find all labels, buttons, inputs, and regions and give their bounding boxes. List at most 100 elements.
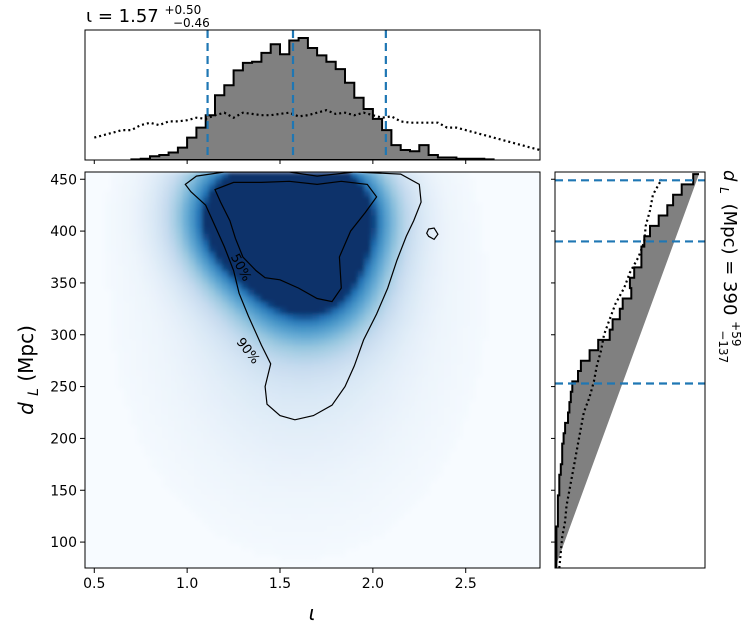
heatmap-cell bbox=[260, 363, 268, 371]
heatmap-cell bbox=[280, 543, 288, 551]
heatmap-cell bbox=[319, 537, 327, 544]
heatmap-cell bbox=[390, 209, 398, 216]
heatmap-cell bbox=[351, 499, 359, 507]
heatmap-cell bbox=[403, 326, 411, 334]
heatmap-cell bbox=[299, 271, 307, 278]
heatmap-cell bbox=[325, 481, 333, 489]
heatmap-cell bbox=[449, 351, 457, 359]
heatmap-cell bbox=[455, 326, 463, 334]
heatmap-cell bbox=[449, 246, 457, 254]
distance-hist-bars bbox=[555, 173, 699, 568]
heatmap-cell bbox=[228, 209, 236, 216]
heatmap-cell bbox=[390, 246, 398, 254]
heatmap-cell bbox=[267, 425, 275, 433]
heatmap-cell bbox=[195, 258, 203, 266]
heatmap-cell bbox=[137, 258, 145, 266]
heatmap-cell bbox=[273, 456, 281, 464]
heatmap-cell bbox=[293, 221, 301, 229]
heatmap-cell bbox=[449, 301, 457, 309]
heatmap-cell bbox=[130, 258, 138, 266]
heatmap-cell bbox=[351, 326, 359, 334]
heatmap-cell bbox=[182, 376, 190, 383]
heatmap-cell bbox=[124, 252, 132, 260]
heatmap-cell bbox=[423, 320, 431, 328]
heatmap-cell bbox=[332, 301, 340, 309]
heatmap-cell bbox=[111, 209, 119, 216]
heatmap-cell bbox=[267, 326, 275, 334]
iota-title-upper: +0.50 bbox=[164, 3, 201, 17]
heatmap-cell bbox=[228, 246, 236, 254]
heatmap-cell bbox=[221, 202, 229, 210]
heatmap-cell bbox=[371, 518, 379, 526]
heatmap-cell bbox=[325, 388, 333, 396]
heatmap-cell bbox=[176, 283, 184, 291]
heatmap-cell bbox=[241, 493, 249, 501]
heatmap-cell bbox=[208, 184, 216, 192]
heatmap-cell bbox=[436, 283, 444, 291]
heatmap-cell bbox=[364, 172, 372, 179]
heatmap-cell bbox=[273, 271, 281, 278]
heatmap-cell bbox=[202, 252, 210, 260]
heatmap-cell bbox=[241, 407, 249, 414]
heatmap-cell bbox=[254, 264, 262, 272]
heatmap-cell bbox=[150, 308, 158, 315]
heatmap-cell bbox=[267, 172, 275, 179]
heatmap-cell bbox=[345, 190, 353, 198]
heatmap-cell bbox=[169, 487, 177, 495]
heatmap-cell bbox=[176, 394, 184, 402]
heatmap-cell bbox=[228, 512, 236, 520]
heatmap-cell bbox=[254, 400, 262, 408]
heatmap-cell bbox=[481, 258, 489, 266]
heatmap-cell bbox=[358, 184, 366, 192]
heatmap-cell bbox=[462, 407, 470, 414]
heatmap-cell bbox=[312, 363, 320, 371]
heatmap-cell bbox=[208, 332, 216, 340]
heatmap-cell bbox=[150, 289, 158, 297]
heatmap-cell bbox=[234, 537, 242, 544]
heatmap-cell bbox=[332, 271, 340, 278]
heatmap-cell bbox=[436, 351, 444, 359]
heatmap-cell bbox=[397, 264, 405, 272]
heatmap-cell bbox=[169, 258, 177, 266]
distance-prior-curve bbox=[558, 178, 663, 568]
heatmap-cell bbox=[124, 246, 132, 254]
heatmap-cell bbox=[423, 370, 431, 377]
heatmap-cell bbox=[150, 326, 158, 334]
heatmap-cell bbox=[377, 326, 385, 334]
heatmap-cell bbox=[176, 258, 184, 266]
heatmap-cell bbox=[358, 320, 366, 328]
heatmap-cell bbox=[202, 518, 210, 526]
heatmap-cell bbox=[260, 190, 268, 198]
heatmap-cell bbox=[195, 221, 203, 229]
heatmap-cell bbox=[475, 264, 483, 272]
heatmap-cell bbox=[228, 506, 236, 513]
heatmap-cell bbox=[332, 196, 340, 204]
heatmap-cell bbox=[475, 314, 483, 322]
heatmap-cell bbox=[228, 388, 236, 396]
heatmap-cell bbox=[338, 227, 346, 235]
heatmap-cell bbox=[397, 419, 405, 427]
heatmap-cell bbox=[449, 240, 457, 247]
heatmap-cell bbox=[130, 339, 138, 346]
heatmap-cell bbox=[104, 258, 112, 266]
heatmap-cell bbox=[202, 499, 210, 507]
heatmap-cell bbox=[468, 209, 476, 216]
heatmap-cell bbox=[364, 345, 372, 353]
heatmap-cell bbox=[312, 246, 320, 254]
heatmap-cell bbox=[332, 481, 340, 489]
heatmap-cell bbox=[455, 295, 463, 303]
heatmap-cell bbox=[247, 493, 255, 501]
heatmap-cell bbox=[358, 530, 366, 538]
heatmap-cell bbox=[345, 301, 353, 309]
heatmap-cell bbox=[351, 233, 359, 241]
heatmap-cell bbox=[325, 295, 333, 303]
heatmap-cell bbox=[312, 339, 320, 346]
heatmap-cell bbox=[306, 506, 314, 513]
heatmap-cell bbox=[345, 431, 353, 439]
heatmap-cell bbox=[377, 450, 385, 458]
heatmap-cell bbox=[228, 518, 236, 526]
heatmap-cell bbox=[202, 320, 210, 328]
heatmap-cell bbox=[351, 376, 359, 383]
heatmap-cell bbox=[358, 456, 366, 464]
heatmap-cell bbox=[241, 506, 249, 513]
